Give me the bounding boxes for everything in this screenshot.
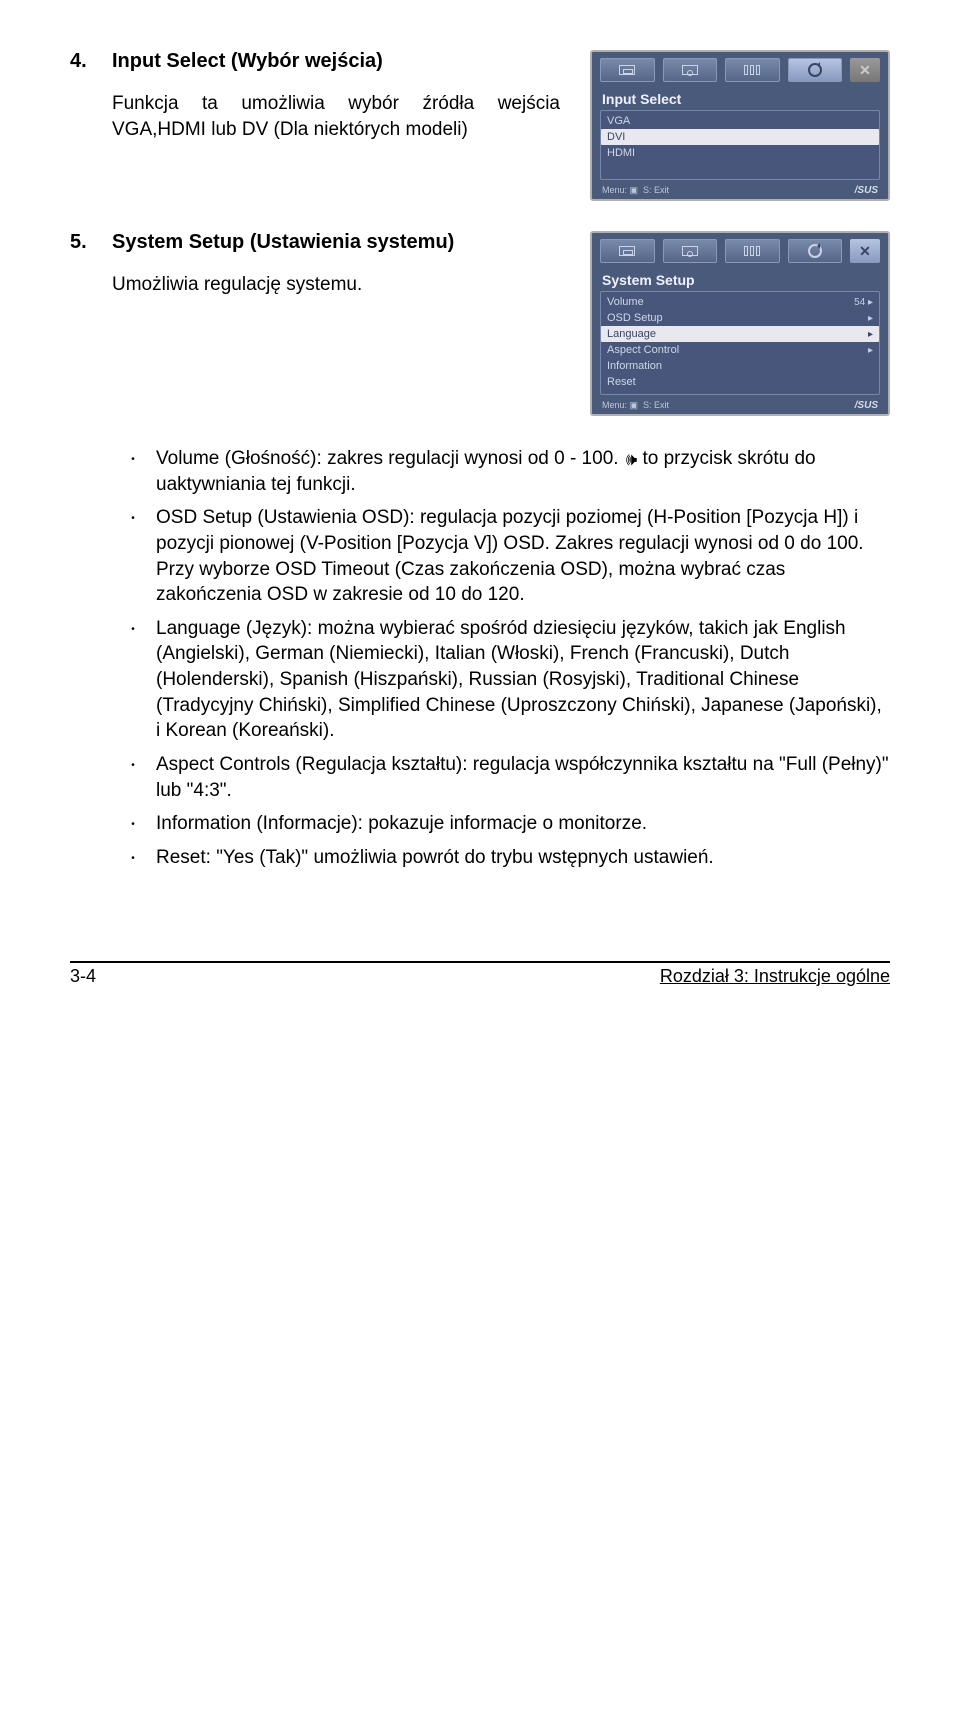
osd-brand: /SUS xyxy=(855,400,878,411)
bullet-language-text: Language (Język): można wybierać spośród… xyxy=(156,616,890,744)
osd-tab-close[interactable]: ✕ xyxy=(850,58,880,82)
osd-tab-3[interactable] xyxy=(725,239,780,263)
osd-tab-4[interactable] xyxy=(788,239,843,263)
osd-panel-input-select: ✕ Input Select VGA DVI HDMI Menu: ▣ S: E… xyxy=(590,50,890,201)
osd-body: VGA DVI HDMI xyxy=(600,110,880,180)
osd-body: Volume54 ▸ OSD Setup▸ Language▸ Aspect C… xyxy=(600,291,880,395)
osd-title: System Setup xyxy=(600,269,880,291)
bullet-aspect-text: Aspect Controls (Regulacja kształtu): re… xyxy=(156,752,890,803)
osd-tab-1[interactable] xyxy=(600,58,655,82)
section-5-heading: 5. System Setup (Ustawienia systemu) xyxy=(70,231,560,254)
chapter-title: Rozdział 3: Instrukcje ogólne xyxy=(660,966,890,987)
bullet-volume-text: Volume (Głośność): zakres regulacji wyno… xyxy=(156,446,890,497)
section-5: 5. System Setup (Ustawienia systemu) Umo… xyxy=(70,231,890,416)
osd-brand: /SUS xyxy=(855,185,878,196)
bullet-dot-icon: • xyxy=(128,845,138,871)
osd-tab-3[interactable] xyxy=(725,58,780,82)
osd-footer-menu: Menu: ▣ xyxy=(602,400,638,410)
section-4: 4. Input Select (Wybór wejścia) Funkcja … xyxy=(70,50,890,201)
bullet-osdsetup: • OSD Setup (Ustawienia OSD): regulacja … xyxy=(128,505,890,608)
osd-title: Input Select xyxy=(600,88,880,110)
osd-footer-menu: Menu: ▣ xyxy=(602,185,638,195)
osd-item-dvi[interactable]: DVI xyxy=(601,129,879,145)
section-4-osd-image: ✕ Input Select VGA DVI HDMI Menu: ▣ S: E… xyxy=(590,50,890,201)
osd-tab-1[interactable] xyxy=(600,239,655,263)
bullet-information: • Information (Informacje): pokazuje inf… xyxy=(128,811,890,837)
osd-tab-2[interactable] xyxy=(663,239,718,263)
osd-item-hdmi[interactable]: HDMI xyxy=(601,145,879,161)
bullet-list: • Volume (Głośność): zakres regulacji wy… xyxy=(70,446,890,871)
bullet-osdsetup-text: OSD Setup (Ustawienia OSD): regulacja po… xyxy=(156,505,890,608)
osd-tab-2[interactable] xyxy=(663,58,718,82)
osd-footer: Menu: ▣ S: Exit /SUS xyxy=(600,399,880,411)
osd-item-vga[interactable]: VGA xyxy=(601,113,879,129)
speaker-icon: 🕪 xyxy=(626,447,637,471)
bullet-dot-icon: • xyxy=(128,505,138,608)
osd-item-language[interactable]: Language▸ xyxy=(601,326,879,342)
section-5-title: System Setup (Ustawienia systemu) xyxy=(112,231,454,254)
settings-icon: ✕ xyxy=(859,243,871,260)
bullet-dot-icon: • xyxy=(128,616,138,744)
osd-footer-exit: S: Exit xyxy=(643,400,669,410)
bullet-information-text: Information (Informacje): pokazuje infor… xyxy=(156,811,890,837)
bullet-language: • Language (Język): można wybierać spośr… xyxy=(128,616,890,744)
bullet-volume: • Volume (Głośność): zakres regulacji wy… xyxy=(128,446,890,497)
bullet-dot-icon: • xyxy=(128,811,138,837)
bullet-reset: • Reset: "Yes (Tak)" umożliwia powrót do… xyxy=(128,845,890,871)
bullet-aspect: • Aspect Controls (Regulacja kształtu): … xyxy=(128,752,890,803)
osd-item-aspect[interactable]: Aspect Control▸ xyxy=(601,342,879,358)
close-icon: ✕ xyxy=(859,62,871,79)
section-4-body: Funkcja ta umożliwia wybór źródła wejści… xyxy=(70,91,560,142)
section-5-number: 5. xyxy=(70,231,94,254)
osd-item-volume[interactable]: Volume54 ▸ xyxy=(601,294,879,310)
section-5-body: Umożliwia regulację systemu. xyxy=(70,272,560,298)
bullet-reset-text: Reset: "Yes (Tak)" umożliwia powrót do t… xyxy=(156,845,890,871)
section-4-number: 4. xyxy=(70,50,94,73)
osd-item-reset[interactable]: Reset xyxy=(601,374,879,390)
section-5-osd-image: ✕ System Setup Volume54 ▸ OSD Setup▸ Lan… xyxy=(590,231,890,416)
osd-tabs: ✕ xyxy=(600,58,880,82)
osd-footer-exit: S: Exit xyxy=(643,185,669,195)
page-number: 3-4 xyxy=(70,966,96,987)
bullet-dot-icon: • xyxy=(128,446,138,497)
section-5-text: 5. System Setup (Ustawienia systemu) Umo… xyxy=(70,231,560,416)
osd-tab-5-active[interactable]: ✕ xyxy=(850,239,880,263)
osd-item-information[interactable]: Information xyxy=(601,358,879,374)
osd-item-osdsetup[interactable]: OSD Setup▸ xyxy=(601,310,879,326)
osd-tab-4-active[interactable] xyxy=(788,58,843,82)
osd-tabs: ✕ xyxy=(600,239,880,263)
osd-footer: Menu: ▣ S: Exit /SUS xyxy=(600,184,880,196)
bullet-dot-icon: • xyxy=(128,752,138,803)
section-4-text: 4. Input Select (Wybór wejścia) Funkcja … xyxy=(70,50,560,201)
page-footer: 3-4 Rozdział 3: Instrukcje ogólne xyxy=(70,961,890,987)
osd-panel-system-setup: ✕ System Setup Volume54 ▸ OSD Setup▸ Lan… xyxy=(590,231,890,416)
section-4-heading: 4. Input Select (Wybór wejścia) xyxy=(70,50,560,73)
section-4-title: Input Select (Wybór wejścia) xyxy=(112,50,383,73)
